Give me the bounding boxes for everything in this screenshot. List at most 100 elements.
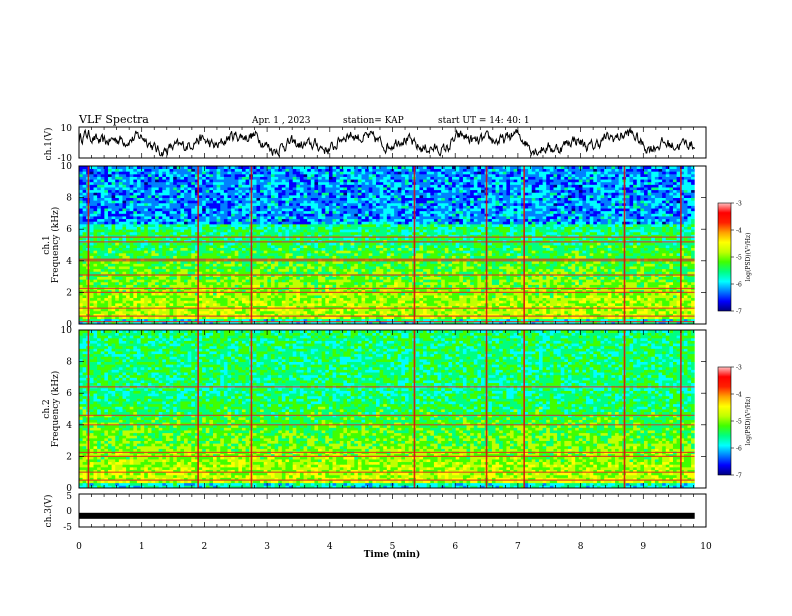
spectrogram-cell bbox=[115, 269, 119, 272]
spectrogram-cell bbox=[633, 256, 637, 259]
spectrogram-cell bbox=[126, 256, 130, 259]
spectrogram-cell bbox=[90, 250, 94, 253]
spectrogram-cell bbox=[253, 263, 257, 266]
spectrogram-cell bbox=[354, 263, 358, 266]
spectrogram-cell bbox=[423, 269, 427, 272]
spectrogram-cell bbox=[325, 303, 329, 306]
spectrogram-cell bbox=[351, 253, 355, 256]
spectrogram-cell bbox=[289, 282, 293, 285]
spectrogram-cell bbox=[524, 253, 528, 256]
spectrogram-cell bbox=[347, 269, 351, 272]
spectrogram-cell bbox=[79, 253, 83, 256]
spectrogram-cell bbox=[351, 271, 355, 274]
spectrogram-cell bbox=[669, 300, 673, 303]
spectrogram-cell bbox=[568, 256, 572, 259]
spectrogram-cell bbox=[438, 253, 442, 256]
spectrogram-cell bbox=[177, 285, 181, 288]
spectrogram-cell bbox=[441, 285, 445, 288]
spectrogram-cell bbox=[93, 295, 97, 298]
spectrogram-cell bbox=[651, 311, 655, 314]
spectrogram-cell bbox=[503, 295, 507, 298]
spectrogram-cell bbox=[242, 282, 246, 285]
spectrogram-cell bbox=[503, 263, 507, 266]
spectrogram-cell bbox=[329, 277, 333, 280]
spectrogram-cell bbox=[256, 311, 260, 314]
spectrogram-cell bbox=[137, 282, 141, 285]
spectrogram-cell bbox=[401, 269, 405, 272]
spectrogram-cell bbox=[568, 311, 572, 314]
spectrogram-cell bbox=[246, 277, 250, 280]
ch1-spectrogram-image bbox=[79, 166, 706, 324]
spectrogram-cell bbox=[579, 269, 583, 272]
spectrogram-cell bbox=[162, 285, 166, 288]
spectrogram-cell bbox=[553, 263, 557, 266]
spectrogram-cell bbox=[235, 300, 239, 303]
spectrogram-cell bbox=[459, 285, 463, 288]
spectrogram-cell bbox=[329, 271, 333, 274]
spectrogram-cell bbox=[188, 263, 192, 266]
spectrogram-cell bbox=[611, 277, 615, 280]
spectrogram-cell bbox=[162, 300, 166, 303]
spectrogram-cell bbox=[496, 250, 500, 253]
spectrogram-cell bbox=[499, 250, 503, 253]
spectrogram-cell bbox=[122, 248, 126, 251]
spectrogram-cell bbox=[687, 250, 691, 253]
spectrogram-cell bbox=[648, 269, 652, 272]
spectrogram-cell bbox=[137, 277, 141, 280]
spectrogram-cell bbox=[640, 298, 644, 301]
spectrogram-cell bbox=[524, 277, 528, 280]
spectrogram-cell bbox=[662, 271, 666, 274]
spectrogram-cell bbox=[151, 256, 155, 259]
spectrogram-cell bbox=[300, 263, 304, 266]
spectrogram-cell bbox=[206, 311, 210, 314]
spectrogram-cell bbox=[253, 298, 257, 301]
spectrogram-cell bbox=[575, 253, 579, 256]
spectrogram-cell bbox=[630, 300, 634, 303]
spectrogram-cell bbox=[445, 266, 449, 269]
spectrogram-cell bbox=[191, 266, 195, 269]
spectrogram-cell bbox=[648, 282, 652, 285]
spectrogram-cell bbox=[329, 295, 333, 298]
spectrogram-cell bbox=[611, 285, 615, 288]
spectrogram-cell bbox=[655, 282, 659, 285]
spectrogram-cell bbox=[217, 269, 221, 272]
spectrogram-cell bbox=[170, 269, 174, 272]
spectrogram-cell bbox=[155, 285, 159, 288]
spectrogram-cell bbox=[673, 266, 677, 269]
spectrogram-cell bbox=[398, 295, 402, 298]
spectrogram-cell bbox=[593, 300, 597, 303]
spectrogram-cell bbox=[213, 248, 217, 251]
spectrogram-cell bbox=[318, 311, 322, 314]
spectrogram-cell bbox=[122, 263, 126, 266]
spectrogram-cell bbox=[228, 271, 232, 274]
spectrogram-cell bbox=[582, 256, 586, 259]
spectrogram-cell bbox=[419, 285, 423, 288]
spectrogram-cell bbox=[666, 303, 670, 306]
spectrogram-cell bbox=[651, 285, 655, 288]
spectrogram-cell bbox=[640, 277, 644, 280]
spectrogram-cell bbox=[271, 250, 275, 253]
ch1-spectrogram-panel: 0246810 ch.1 Frequency (kHz) bbox=[42, 162, 706, 330]
spectrogram-cell bbox=[557, 311, 561, 314]
spectrogram-cell bbox=[184, 250, 188, 253]
spectrogram-cell bbox=[434, 311, 438, 314]
spectrogram-cell bbox=[445, 269, 449, 272]
spectrogram-cell bbox=[101, 279, 105, 282]
spectrogram-cell bbox=[590, 271, 594, 274]
spectrogram-cell bbox=[593, 269, 597, 272]
spectrogram-cell bbox=[354, 279, 358, 282]
spectrogram-cell bbox=[445, 248, 449, 251]
spectrogram-cell bbox=[267, 266, 271, 269]
spectrogram-cell bbox=[184, 285, 188, 288]
spectrogram-cell bbox=[209, 248, 213, 251]
spectrogram-cell bbox=[539, 279, 543, 282]
spectrogram-cell bbox=[608, 295, 612, 298]
spectrogram-cell bbox=[496, 295, 500, 298]
spectrogram-cell bbox=[557, 263, 561, 266]
spectrogram-cell bbox=[365, 295, 369, 298]
spectrogram-cell bbox=[586, 285, 590, 288]
spectrogram-cell bbox=[467, 263, 471, 266]
spectrogram-cell bbox=[228, 248, 232, 251]
spectrogram-cell bbox=[394, 311, 398, 314]
spectrogram-cell bbox=[423, 271, 427, 274]
